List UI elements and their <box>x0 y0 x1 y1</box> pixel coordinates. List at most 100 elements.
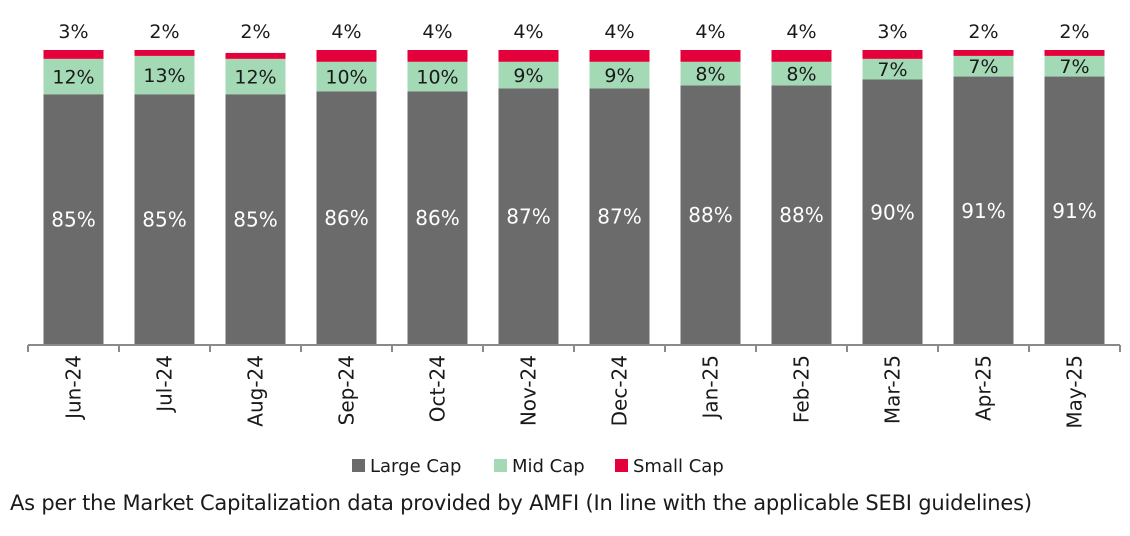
bar-small-cap-jun-24 <box>43 50 104 59</box>
legend: Large Cap Mid Cap Small Cap <box>352 456 724 477</box>
legend-item-mid-cap: Mid Cap <box>494 456 585 477</box>
bar-small-cap-may-25 <box>1044 50 1105 56</box>
data-label-large-cap-jul-24: 85% <box>142 208 186 232</box>
legend-swatch <box>615 459 628 472</box>
data-label-small-cap-feb-25: 4% <box>786 21 816 43</box>
bar-large-cap-nov-24 <box>498 88 559 345</box>
x-tick-label-sep-24: Sep-24 <box>335 355 359 425</box>
data-label-small-cap-oct-24: 4% <box>422 21 452 43</box>
bar-large-cap-feb-25 <box>771 85 832 346</box>
bar-mid-cap-aug-24 <box>225 58 286 95</box>
data-label-large-cap-apr-25: 91% <box>961 199 1005 223</box>
bar-mid-cap-jul-24 <box>134 55 195 95</box>
x-tick-label-nov-24: Nov-24 <box>517 355 541 426</box>
data-label-small-cap-sep-24: 4% <box>331 21 361 43</box>
legend-swatch <box>352 459 365 472</box>
data-label-mid-cap-nov-24: 9% <box>513 65 543 87</box>
x-tick-label-may-25: May-25 <box>1063 355 1087 429</box>
data-label-large-cap-may-25: 91% <box>1052 199 1096 223</box>
x-tick-label-apr-25: Apr-25 <box>972 355 996 421</box>
x-tick-label-jul-24: Jul-24 <box>153 355 177 414</box>
bar-small-cap-aug-24 <box>225 52 286 59</box>
data-label-mid-cap-sep-24: 10% <box>325 67 367 89</box>
data-label-small-cap-aug-24: 2% <box>240 21 270 43</box>
legend-item-small-cap: Small Cap <box>615 456 724 477</box>
data-label-large-cap-jun-24: 85% <box>51 208 95 232</box>
data-label-mid-cap-may-25: 7% <box>1059 56 1089 78</box>
bar-mid-cap-jan-25 <box>680 61 741 86</box>
bar-mid-cap-sep-24 <box>316 61 377 92</box>
data-label-small-cap-may-25: 2% <box>1059 21 1089 43</box>
data-label-mid-cap-oct-24: 10% <box>416 67 458 89</box>
data-label-mid-cap-feb-25: 8% <box>786 64 816 86</box>
data-label-mid-cap-dec-24: 9% <box>604 65 634 87</box>
x-axis <box>27 344 1121 352</box>
data-label-small-cap-jan-25: 4% <box>695 21 725 43</box>
footnote-text: As per the Market Capitalization data pr… <box>10 491 1032 515</box>
bar-mid-cap-apr-25 <box>953 55 1014 77</box>
bar-mid-cap-feb-25 <box>771 61 832 86</box>
stacked-bar-chart: 85% 12% 3% 85% 13% 2% 85% 12% 2% 86% 10% 4% 86% 10% 4%… <box>27 21 1121 477</box>
data-label-large-cap-dec-24: 87% <box>597 205 641 229</box>
data-label-mid-cap-aug-24: 12% <box>234 67 276 89</box>
legend-label: Mid Cap <box>512 456 585 477</box>
data-label-small-cap-apr-25: 2% <box>968 21 998 43</box>
x-tick-label-jun-24: Jun-24 <box>62 355 86 421</box>
data-label-large-cap-oct-24: 86% <box>415 206 459 230</box>
bar-small-cap-mar-25 <box>862 50 923 59</box>
x-tick-labels: Jun-24 Jul-24 Aug-24 Sep-24 Oct-24 Nov-24 Dec-… <box>62 355 1087 429</box>
x-tick-label-jan-25: Jan-25 <box>699 355 723 421</box>
bar-small-cap-nov-24 <box>498 50 559 62</box>
bar-large-cap-dec-24 <box>589 88 650 345</box>
bar-mid-cap-mar-25 <box>862 58 923 80</box>
data-labels-layer: 85% 12% 3% 85% 13% 2% 85% 12% 2% 86% 10% 4% 86% 10% 4%… <box>51 21 1096 232</box>
data-label-small-cap-nov-24: 4% <box>513 21 543 43</box>
bar-small-cap-apr-25 <box>953 50 1014 56</box>
x-tick-label-mar-25: Mar-25 <box>881 355 905 424</box>
bar-large-cap-may-25 <box>1044 76 1105 346</box>
data-label-mid-cap-jul-24: 13% <box>143 65 185 87</box>
bar-small-cap-jul-24 <box>134 50 195 56</box>
bar-large-cap-oct-24 <box>407 91 468 345</box>
x-tick-label-oct-24: Oct-24 <box>426 355 450 422</box>
data-label-mid-cap-mar-25: 7% <box>877 59 907 81</box>
bar-mid-cap-jun-24 <box>43 58 104 95</box>
data-label-large-cap-jan-25: 88% <box>688 203 732 227</box>
legend-label: Small Cap <box>633 456 724 477</box>
bar-large-cap-jul-24 <box>134 94 195 345</box>
data-label-large-cap-aug-24: 85% <box>233 208 277 232</box>
bar-mid-cap-nov-24 <box>498 61 559 89</box>
bar-large-cap-aug-24 <box>225 94 286 345</box>
data-label-large-cap-sep-24: 86% <box>324 206 368 230</box>
data-label-large-cap-nov-24: 87% <box>506 205 550 229</box>
data-label-large-cap-mar-25: 90% <box>870 200 914 224</box>
bars-layer <box>43 50 1105 346</box>
bar-large-cap-apr-25 <box>953 76 1014 346</box>
data-label-small-cap-jul-24: 2% <box>149 21 179 43</box>
bar-mid-cap-may-25 <box>1044 55 1105 77</box>
x-tick-label-feb-25: Feb-25 <box>790 355 814 423</box>
bar-large-cap-mar-25 <box>862 79 923 345</box>
bar-small-cap-sep-24 <box>316 50 377 62</box>
x-tick-label-dec-24: Dec-24 <box>608 355 632 426</box>
bar-large-cap-jun-24 <box>43 94 104 345</box>
data-label-large-cap-feb-25: 88% <box>779 203 823 227</box>
x-tick-label-aug-24: Aug-24 <box>244 355 268 427</box>
data-label-small-cap-mar-25: 3% <box>877 21 907 43</box>
bar-small-cap-oct-24 <box>407 50 468 62</box>
data-label-small-cap-jun-24: 3% <box>58 21 88 43</box>
bar-large-cap-jan-25 <box>680 85 741 346</box>
bar-small-cap-dec-24 <box>589 50 650 62</box>
bar-small-cap-jan-25 <box>680 50 741 62</box>
data-label-mid-cap-apr-25: 7% <box>968 56 998 78</box>
legend-item-large-cap: Large Cap <box>352 456 461 477</box>
data-label-mid-cap-jun-24: 12% <box>52 67 94 89</box>
legend-label: Large Cap <box>370 456 461 477</box>
data-label-small-cap-dec-24: 4% <box>604 21 634 43</box>
legend-swatch <box>494 459 507 472</box>
bar-small-cap-feb-25 <box>771 50 832 62</box>
data-label-mid-cap-jan-25: 8% <box>695 64 725 86</box>
bar-mid-cap-dec-24 <box>589 61 650 89</box>
bar-large-cap-sep-24 <box>316 91 377 345</box>
